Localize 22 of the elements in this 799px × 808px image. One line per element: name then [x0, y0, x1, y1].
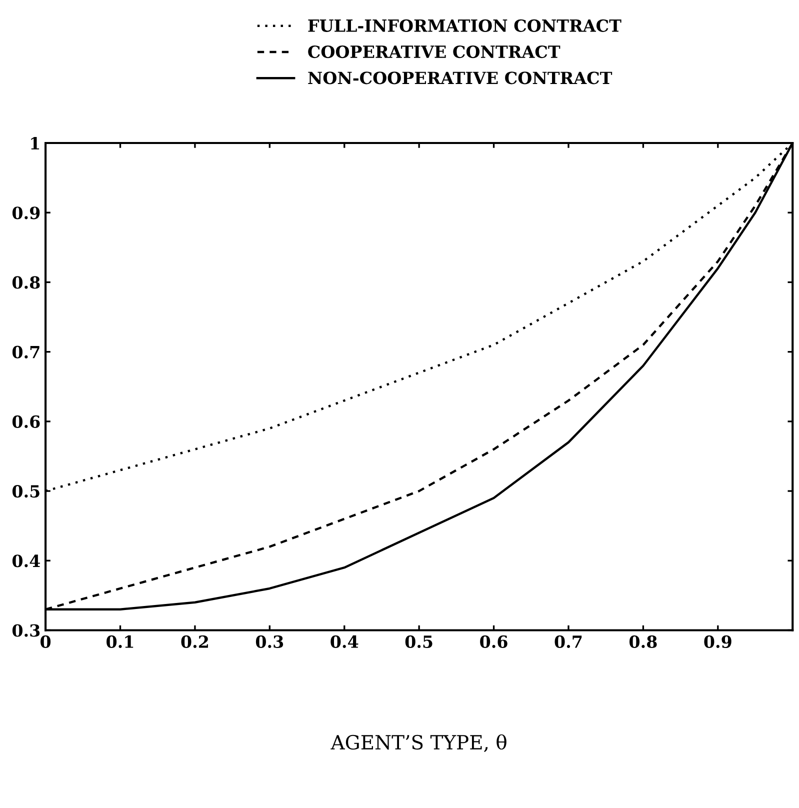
x-tick-label: 0.1	[106, 635, 134, 648]
legend-label: NON-COOPERATIVE CONTRACT	[308, 72, 612, 84]
y-tick-label: 0.6	[12, 415, 40, 428]
y-tick-label: 0.7	[12, 346, 40, 358]
x-tick-label: 0.9	[704, 635, 732, 648]
x-tick-label: 0.8	[629, 635, 657, 648]
y-tick-label: 0.8	[12, 276, 40, 289]
legend-label: COOPERATIVE CONTRACT	[308, 45, 560, 58]
x-tick-label: 0.4	[330, 635, 358, 648]
y-tick-label: 0.5	[12, 484, 40, 498]
y-tick-label: 0.3	[12, 624, 40, 637]
y-tick-label: 0.9	[12, 206, 40, 220]
x-tick-label: 0	[40, 635, 51, 648]
x-tick-label: 0.2	[181, 635, 208, 648]
legend-label: FULL-INFORMATION CONTRACT	[308, 19, 622, 32]
y-tick-label: 0.4	[12, 554, 40, 568]
x-tick-label: 0.7	[554, 635, 582, 648]
x-axis-title: AGENT’S TYPE, θ	[330, 734, 506, 752]
x-tick-label: 0.3	[256, 635, 284, 648]
y-tick-label: 1	[31, 136, 40, 150]
x-tick-label: 0.6	[480, 635, 508, 648]
x-tick-label: 0.5	[405, 635, 432, 648]
